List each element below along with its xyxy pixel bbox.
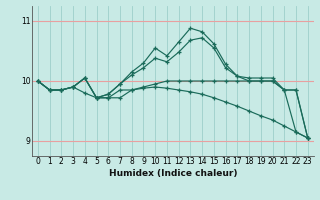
X-axis label: Humidex (Indice chaleur): Humidex (Indice chaleur) bbox=[108, 169, 237, 178]
